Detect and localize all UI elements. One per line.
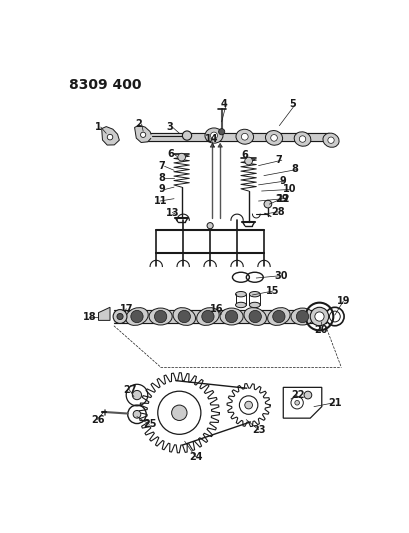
Circle shape <box>133 410 140 418</box>
Text: 10: 10 <box>283 184 296 195</box>
Polygon shape <box>217 143 222 147</box>
Polygon shape <box>101 127 119 145</box>
Circle shape <box>294 400 299 405</box>
Circle shape <box>182 131 191 140</box>
Polygon shape <box>210 143 214 147</box>
Text: 27: 27 <box>123 385 136 394</box>
Text: 28: 28 <box>271 207 285 217</box>
Text: 30: 30 <box>273 271 287 281</box>
Circle shape <box>241 133 247 140</box>
Circle shape <box>299 136 305 142</box>
Text: 13: 13 <box>166 207 179 217</box>
Circle shape <box>113 310 127 324</box>
Text: 8: 8 <box>290 165 297 174</box>
Circle shape <box>207 223 213 229</box>
Ellipse shape <box>235 302 246 308</box>
Circle shape <box>327 137 333 143</box>
Text: 15: 15 <box>266 286 279 296</box>
Text: 9: 9 <box>279 176 285 186</box>
Circle shape <box>107 134 112 140</box>
Circle shape <box>310 308 328 326</box>
Ellipse shape <box>290 308 313 325</box>
Text: 2: 2 <box>135 119 142 129</box>
Circle shape <box>178 310 190 322</box>
Text: 12: 12 <box>276 193 290 204</box>
Ellipse shape <box>204 128 222 143</box>
Circle shape <box>178 154 185 161</box>
Circle shape <box>239 396 257 414</box>
Circle shape <box>130 310 143 322</box>
Text: 6: 6 <box>240 150 247 160</box>
Circle shape <box>157 391 200 434</box>
Text: 24: 24 <box>189 451 202 462</box>
Circle shape <box>244 157 252 165</box>
Ellipse shape <box>249 302 260 308</box>
Text: 8: 8 <box>158 173 165 183</box>
Text: 25: 25 <box>143 419 156 429</box>
Ellipse shape <box>265 131 282 145</box>
Text: 11: 11 <box>153 196 167 206</box>
Ellipse shape <box>236 130 253 144</box>
Ellipse shape <box>126 308 148 326</box>
Text: 1: 1 <box>94 122 101 132</box>
Polygon shape <box>134 125 152 142</box>
Text: 19: 19 <box>336 296 350 306</box>
Text: 9: 9 <box>158 184 165 195</box>
Ellipse shape <box>322 133 338 147</box>
Text: 3: 3 <box>166 122 173 132</box>
Ellipse shape <box>173 308 195 326</box>
Circle shape <box>225 310 237 322</box>
Circle shape <box>329 311 339 322</box>
Circle shape <box>132 391 141 400</box>
Circle shape <box>218 128 224 135</box>
Circle shape <box>248 310 261 322</box>
Text: 22: 22 <box>290 390 304 400</box>
Ellipse shape <box>149 308 172 325</box>
Text: 20: 20 <box>313 325 327 335</box>
Text: 23: 23 <box>252 425 265 435</box>
Text: 29: 29 <box>275 193 288 204</box>
Ellipse shape <box>267 308 290 326</box>
Ellipse shape <box>243 308 266 326</box>
Circle shape <box>314 312 323 321</box>
Circle shape <box>296 310 308 322</box>
Circle shape <box>154 310 166 322</box>
Circle shape <box>171 405 187 421</box>
Circle shape <box>303 391 311 399</box>
Circle shape <box>210 132 217 139</box>
Text: 5: 5 <box>289 99 295 109</box>
Text: 17: 17 <box>120 304 133 314</box>
Ellipse shape <box>220 308 243 325</box>
Text: 14: 14 <box>204 134 218 144</box>
Circle shape <box>201 310 213 322</box>
Ellipse shape <box>249 292 260 297</box>
Circle shape <box>244 401 252 409</box>
Text: 6: 6 <box>167 149 174 159</box>
Text: 26: 26 <box>90 415 104 425</box>
Ellipse shape <box>235 292 246 297</box>
Polygon shape <box>98 308 110 320</box>
Text: 16: 16 <box>210 304 223 314</box>
Text: 18: 18 <box>83 311 97 321</box>
Circle shape <box>140 132 145 138</box>
Circle shape <box>117 313 123 320</box>
Circle shape <box>272 310 284 322</box>
Text: 4: 4 <box>220 99 226 109</box>
Ellipse shape <box>294 132 310 146</box>
Circle shape <box>270 134 276 141</box>
Ellipse shape <box>196 308 219 326</box>
Text: 7: 7 <box>275 155 282 165</box>
Text: 21: 21 <box>327 398 341 408</box>
Text: 7: 7 <box>158 161 165 172</box>
Text: 8309 400: 8309 400 <box>69 78 142 92</box>
Circle shape <box>263 200 271 208</box>
